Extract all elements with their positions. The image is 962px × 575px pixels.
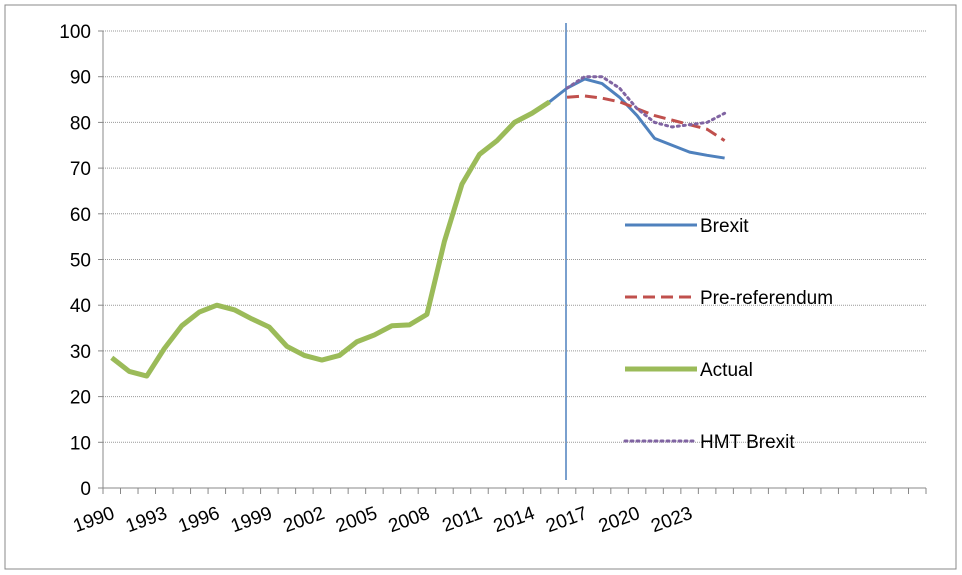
series-line [566, 94, 726, 142]
y-tick-label: 10 [70, 433, 91, 454]
legend-label: Actual [700, 360, 753, 381]
chart-frame [4, 4, 957, 570]
y-tick-label: 0 [80, 479, 91, 500]
y-tick-label: 100 [59, 22, 91, 43]
legend-label: HMT Brexit [700, 432, 795, 453]
y-tick-label: 60 [70, 205, 91, 226]
y-tick-label: 20 [70, 388, 91, 409]
series-line [565, 75, 727, 129]
y-tick-label: 80 [70, 113, 91, 134]
y-tick-label: 50 [70, 251, 91, 272]
legend-label: Pre-referendum [700, 288, 833, 309]
y-tick-label: 70 [70, 159, 91, 180]
y-tick-label: 90 [70, 68, 91, 89]
y-tick-label: 40 [70, 296, 91, 317]
legend-label: Brexit [700, 216, 749, 237]
y-tick-label: 30 [70, 342, 91, 363]
series-line [110, 99, 551, 379]
